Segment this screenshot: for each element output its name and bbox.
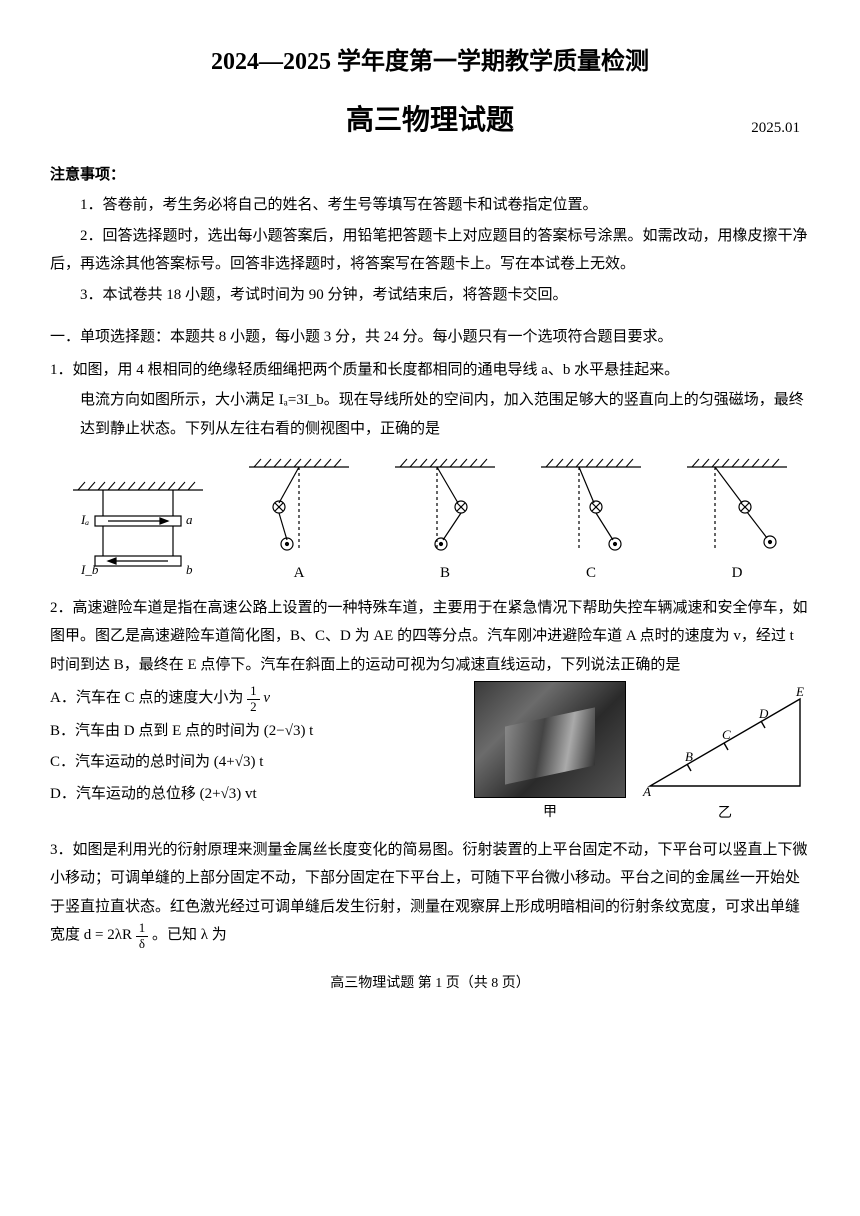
- q3-stem-tail: 。已知 λ 为: [152, 928, 227, 944]
- label-a: a: [186, 512, 193, 527]
- q1-option-b-figure: B: [395, 455, 495, 588]
- q1-opt-a-label: A: [249, 559, 349, 588]
- notice-label: 注意事项：: [50, 161, 810, 190]
- q2-opt-a-pre: A．汽车在 C 点的速度大小为: [50, 691, 243, 707]
- q1-opt-d-label: D: [687, 559, 787, 588]
- sub-title-row: 高三物理试题 2025.01: [50, 94, 810, 147]
- exam-date: 2025.01: [751, 114, 800, 143]
- notice-item-2: 2．回答选择题时，选出每小题答案后，用铅笔把答题卡上对应题目的答案标号涂黑。如需…: [50, 222, 810, 279]
- q2-figure-right: A B C D E 乙: [640, 681, 810, 828]
- label-Ia: Iₐ: [80, 512, 89, 527]
- q2-figure-left: 甲: [474, 681, 626, 827]
- q2-opt-c: C．汽车运动的总时间为 (4+√3) t: [50, 748, 460, 777]
- q2-opt-a-fraction: 1 2: [247, 684, 260, 714]
- q2-caption-right: 乙: [640, 801, 810, 828]
- q2-triangle-svg: A B C D E: [640, 681, 810, 799]
- q1-opt-a-svg: [249, 455, 349, 555]
- q1-stem-line2: 电流方向如图所示，大小满足 Iₐ=3I_b。现在导线所处的空间内，加入范围足够大…: [80, 386, 810, 443]
- frac-num: 1: [247, 684, 260, 699]
- label-b: b: [186, 562, 193, 577]
- q2-opt-d: D．汽车运动的总位移 (2+√3) vt: [50, 780, 460, 809]
- q2-opt-a-post: v: [263, 691, 270, 707]
- q1-wire-diagram-svg: Iₐ a I_b b: [73, 478, 203, 588]
- section1-heading: 一．单项选择题：本题共 8 小题，每小题 3 分，共 24 分。每小题只有一个选…: [50, 323, 810, 352]
- notice-item-1: 1．答卷前，考生务必将自己的姓名、考生号等填写在答题卡和试卷指定位置。: [50, 191, 810, 220]
- q2-stem: 2．高速避险车道是指在高速公路上设置的一种特殊车道，主要用于在紧急情况下帮助失控…: [50, 594, 810, 680]
- q3-fraction: 1 δ: [136, 921, 149, 951]
- q2-opt-b: B．汽车由 D 点到 E 点的时间为 (2−√3) t: [50, 717, 460, 746]
- q3-stem: 3．如图是利用光的衍射原理来测量金属丝长度变化的简易图。衍射装置的上平台固定不动…: [50, 836, 810, 951]
- q1-main-diagram: Iₐ a I_b b: [73, 478, 203, 588]
- q1-option-c-figure: C: [541, 455, 641, 588]
- q2-photo-placeholder: [474, 681, 626, 798]
- q2-options-block: A．汽车在 C 点的速度大小为 1 2 v B．汽车由 D 点到 E 点的时间为…: [50, 681, 460, 811]
- q1-option-d-figure: D: [687, 455, 787, 588]
- q3-frac-num: 1: [136, 921, 149, 936]
- q2-content-row: A．汽车在 C 点的速度大小为 1 2 v B．汽车由 D 点到 E 点的时间为…: [50, 681, 810, 828]
- q1-option-a-figure: A: [249, 455, 349, 588]
- label-Ib: I_b: [80, 562, 99, 577]
- tri-label-d: D: [758, 706, 769, 721]
- q3-frac-den: δ: [136, 937, 149, 951]
- q1-opt-d-svg: [687, 455, 787, 555]
- tri-label-b: B: [685, 749, 693, 764]
- page-footer: 高三物理试题 第 1 页（共 8 页）: [50, 971, 810, 998]
- q2-opt-a: A．汽车在 C 点的速度大小为 1 2 v: [50, 684, 460, 714]
- notice-item-3: 3．本试卷共 18 小题，考试时间为 90 分钟，考试结束后，将答题卡交回。: [50, 281, 810, 310]
- sub-title: 高三物理试题: [346, 105, 514, 136]
- q1-opt-c-svg: [541, 455, 641, 555]
- tri-label-c: C: [722, 727, 731, 742]
- tri-label-e: E: [795, 684, 804, 699]
- frac-den: 2: [247, 700, 260, 714]
- q2-caption-left: 甲: [474, 800, 626, 827]
- q1-opt-b-label: B: [395, 559, 495, 588]
- q1-opt-b-svg: [395, 455, 495, 555]
- tri-label-a: A: [642, 784, 651, 799]
- q1-stem-line1: 1．如图，用 4 根相同的绝缘轻质细绳把两个质量和长度都相同的通电导线 a、b …: [50, 356, 810, 385]
- q1-figure-row: Iₐ a I_b b A: [50, 455, 810, 588]
- q1-opt-c-label: C: [541, 559, 641, 588]
- main-title: 2024—2025 学年度第一学期教学质量检测: [50, 40, 810, 86]
